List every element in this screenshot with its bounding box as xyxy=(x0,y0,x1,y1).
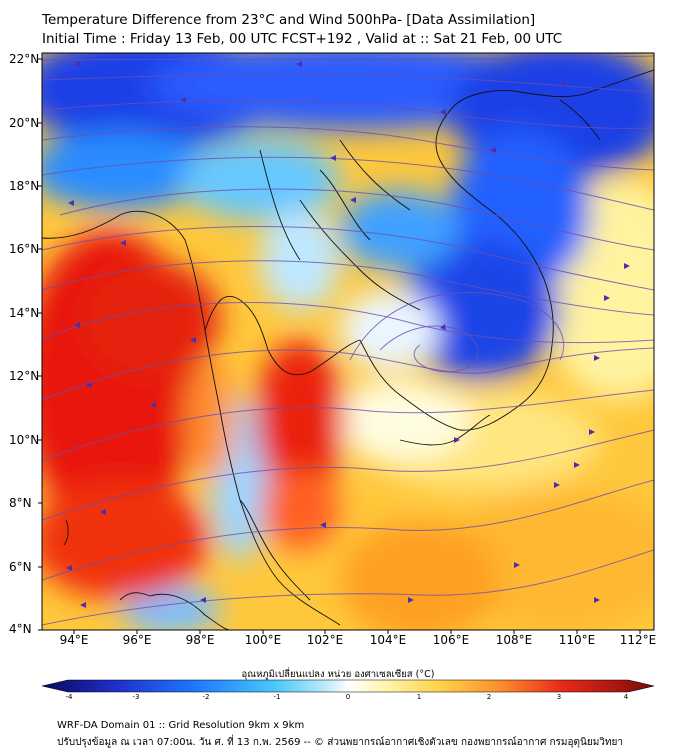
footer-model-info: WRF-DA Domain 01 :: Grid Resolution 9km … xyxy=(57,720,305,731)
coastlines xyxy=(42,69,654,630)
lon-label: 94°E xyxy=(59,633,89,647)
lat-label: 12°N xyxy=(9,369,40,383)
wind-streamlines xyxy=(42,55,654,626)
lon-label: 98°E xyxy=(185,633,215,647)
colorbar-tick: 4 xyxy=(623,693,629,701)
colorbar-tick: -1 xyxy=(273,693,281,701)
colorbar-tick: -3 xyxy=(132,693,140,701)
footer-credit: ปรับปรุงข้อมูล ณ เวลา 07:00น. วัน ศ. ที่… xyxy=(57,737,623,748)
lon-label: 100°E xyxy=(244,633,282,647)
colorbar-label: อุณหภูมิเปลี่ยนแปลง หน่วย องศาเซลเซียส (… xyxy=(241,669,435,680)
lon-label: 106°E xyxy=(432,633,470,647)
lat-label: 14°N xyxy=(9,306,40,320)
colorbar-tick: -4 xyxy=(65,693,73,701)
lat-label: 4°N xyxy=(9,622,32,636)
lon-label: 102°E xyxy=(306,633,344,647)
lon-label: 108°E xyxy=(495,633,533,647)
temperature-field xyxy=(42,53,654,630)
colorbar-tick: 2 xyxy=(486,693,492,701)
map-frame xyxy=(41,52,655,631)
map-subtitle: Initial Time : Friday 13 Feb, 00 UTC FCS… xyxy=(42,31,563,47)
lon-label: 104°E xyxy=(369,633,407,647)
lon-label: 110°E xyxy=(558,633,596,647)
lat-label: 18°N xyxy=(9,179,40,193)
lon-label: 96°E xyxy=(122,633,152,647)
wind-arrows xyxy=(66,61,630,608)
lat-label: 8°N xyxy=(9,496,32,510)
lat-label: 16°N xyxy=(9,242,40,256)
lat-label: 10°N xyxy=(9,433,40,447)
colorbar-tick: 3 xyxy=(556,693,562,701)
lat-label: 22°N xyxy=(9,52,40,66)
map-title: Temperature Difference from 23°C and Win… xyxy=(42,12,536,28)
axis-ticks xyxy=(38,58,641,634)
lat-label: 6°N xyxy=(9,560,32,574)
colorbar-tick: 1 xyxy=(416,693,422,701)
colorbar xyxy=(41,679,655,693)
lat-label: 20°N xyxy=(9,116,40,130)
colorbar-tick: -2 xyxy=(202,693,210,701)
colorbar-tick: 0 xyxy=(345,693,351,701)
lon-label: 112°E xyxy=(619,633,657,647)
